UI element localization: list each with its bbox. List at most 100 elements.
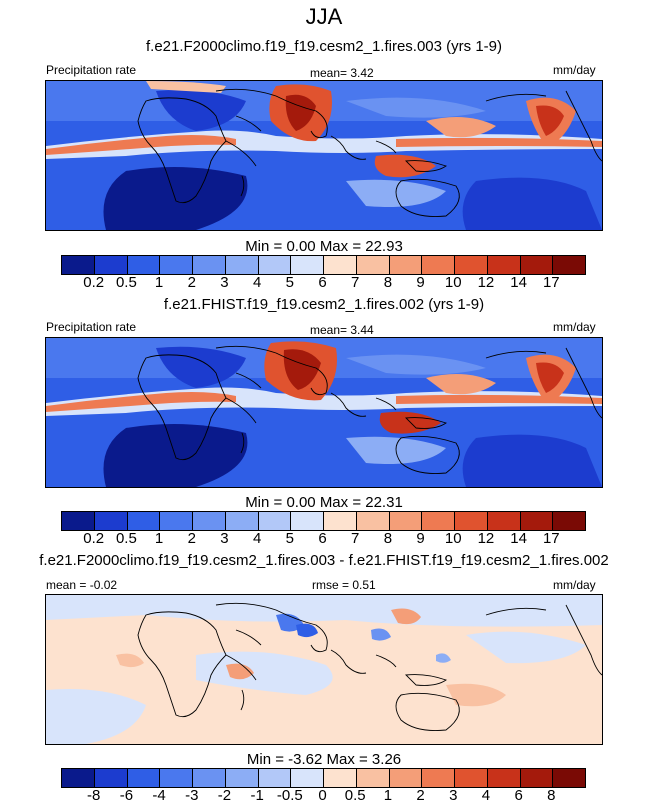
panel-3-colorbar-ticks: -8 -6 -4 -3 -2 -1 -0.5 0 0.5 1 2 3 4 6 8 [61, 787, 584, 805]
colorbar-swatch [160, 256, 193, 274]
colorbar-swatch [160, 512, 193, 530]
colorbar-tick: 1 [154, 274, 164, 291]
colorbar-tick: 0.5 [115, 530, 137, 547]
colorbar-tick: 3 [220, 274, 229, 291]
panel-2-subtitle: f.e21.FHIST.f19_f19.cesm2_1.fires.002 (y… [163, 296, 485, 313]
colorbar-swatch [389, 769, 423, 787]
panel-3-rmse-label: rmse = 0.51 [312, 578, 376, 592]
panel-2-map-field [46, 338, 602, 487]
panel-1-left-label: Precipitation rate [46, 63, 137, 77]
colorbar-swatch [553, 512, 585, 530]
colorbar-tick: 10 [444, 530, 462, 547]
panel-1-subtitle: f.e21.F2000climo.f19_f19.cesm2_1.fires.0… [145, 38, 502, 55]
panel-1-units-label: mm/day [553, 63, 596, 77]
panel-2-left-label: Precipitation rate [46, 320, 137, 334]
colorbar-tick: 1 [154, 530, 164, 547]
colorbar-swatch [553, 769, 585, 787]
colorbar-tick: 10 [444, 274, 462, 291]
colorbar-tick: 2 [187, 530, 196, 547]
colorbar-tick: -4 [152, 787, 166, 804]
colorbar-swatch [455, 769, 488, 787]
panel-2-colorbar [61, 511, 586, 531]
panel-1-mean-label: mean= 3.42 [310, 66, 374, 80]
colorbar-swatch [520, 769, 554, 787]
colorbar-tick: -2 [217, 787, 232, 804]
colorbar-swatch [487, 256, 521, 274]
colorbar-tick: 1 [383, 787, 393, 804]
colorbar-tick: -3 [185, 787, 199, 804]
page-title: JJA [305, 4, 343, 29]
colorbar-swatch [389, 512, 423, 530]
colorbar-tick: 5 [285, 530, 294, 547]
colorbar-tick: 0.2 [83, 530, 105, 547]
colorbar-swatch [258, 512, 292, 530]
colorbar-tick: 0.2 [83, 274, 105, 291]
panel-2-units-label: mm/day [553, 320, 596, 334]
colorbar-swatch [520, 512, 554, 530]
colorbar-swatch [356, 256, 390, 274]
panel-1-stats: Min = 0.00 Max = 22.93 [245, 238, 403, 255]
colorbar-tick: 3 [449, 787, 458, 804]
panel-1-map-field [46, 81, 602, 230]
colorbar-swatch [127, 512, 161, 530]
colorbar-tick: 0 [318, 787, 327, 804]
colorbar-tick: 7 [351, 530, 360, 547]
panel-3-map-field [46, 595, 602, 744]
panel-1-map [45, 80, 603, 231]
colorbar-swatch [62, 512, 95, 530]
colorbar-swatch [225, 512, 259, 530]
panel-1-colorbar [61, 255, 586, 275]
colorbar-tick: 3 [220, 530, 229, 547]
colorbar-tick: 8 [383, 274, 393, 291]
colorbar-tick: -0.5 [276, 787, 303, 804]
panel-2-mean-label: mean= 3.44 [310, 323, 374, 337]
colorbar-swatch [225, 256, 259, 274]
colorbar-tick: 5 [285, 274, 294, 291]
colorbar-tick: 4 [481, 787, 491, 804]
colorbar-swatch [258, 256, 292, 274]
panel-3-mean-label: mean = -0.02 [46, 578, 118, 592]
colorbar-tick: -1 [250, 787, 264, 804]
colorbar-tick: 8 [547, 787, 556, 804]
colorbar-tick: 9 [416, 530, 425, 547]
colorbar-swatch [127, 256, 161, 274]
colorbar-tick: 4 [252, 530, 262, 547]
colorbar-swatch [94, 769, 128, 787]
colorbar-swatch [258, 769, 292, 787]
colorbar-tick: 4 [252, 274, 262, 291]
colorbar-tick: 6 [514, 787, 523, 804]
colorbar-swatch [160, 769, 193, 787]
panel-3-map [45, 594, 603, 745]
colorbar-swatch [193, 769, 226, 787]
panel-2-map [45, 337, 603, 488]
colorbar-swatch [520, 256, 554, 274]
colorbar-swatch [324, 256, 357, 274]
panel-3-subtitle: f.e21.F2000climo.f19_f19.cesm2_1.fires.0… [39, 552, 609, 569]
panel-2-colorbar-ticks: 0.2 0.5 1 2 3 4 5 6 7 8 9 10 12 14 17 [61, 530, 584, 548]
panel-1-colorbar-ticks: 0.2 0.5 1 2 3 4 5 6 7 8 9 10 12 14 17 [61, 274, 584, 292]
colorbar-tick: 17 [542, 530, 560, 547]
colorbar-swatch [324, 769, 357, 787]
colorbar-tick: 2 [187, 274, 196, 291]
colorbar-swatch [324, 512, 357, 530]
colorbar-swatch [455, 256, 488, 274]
colorbar-swatch [62, 769, 95, 787]
colorbar-tick: 6 [318, 274, 327, 291]
colorbar-tick: 6 [318, 530, 327, 547]
colorbar-swatch [356, 512, 390, 530]
colorbar-swatch [291, 256, 324, 274]
colorbar-tick: 8 [383, 530, 393, 547]
colorbar-swatch [94, 512, 128, 530]
colorbar-tick: 0.5 [115, 274, 137, 291]
colorbar-swatch [487, 512, 521, 530]
colorbar-tick: 2 [416, 787, 425, 804]
colorbar-tick: 12 [477, 274, 495, 291]
colorbar-swatch [389, 256, 423, 274]
colorbar-swatch [225, 769, 259, 787]
colorbar-swatch [193, 256, 226, 274]
panel-2-stats: Min = 0.00 Max = 22.31 [245, 494, 403, 511]
colorbar-swatch [291, 769, 324, 787]
colorbar-tick: 9 [416, 274, 425, 291]
panel-3-stats: Min = -3.62 Max = 3.26 [246, 751, 402, 768]
colorbar-tick: -6 [119, 787, 134, 804]
